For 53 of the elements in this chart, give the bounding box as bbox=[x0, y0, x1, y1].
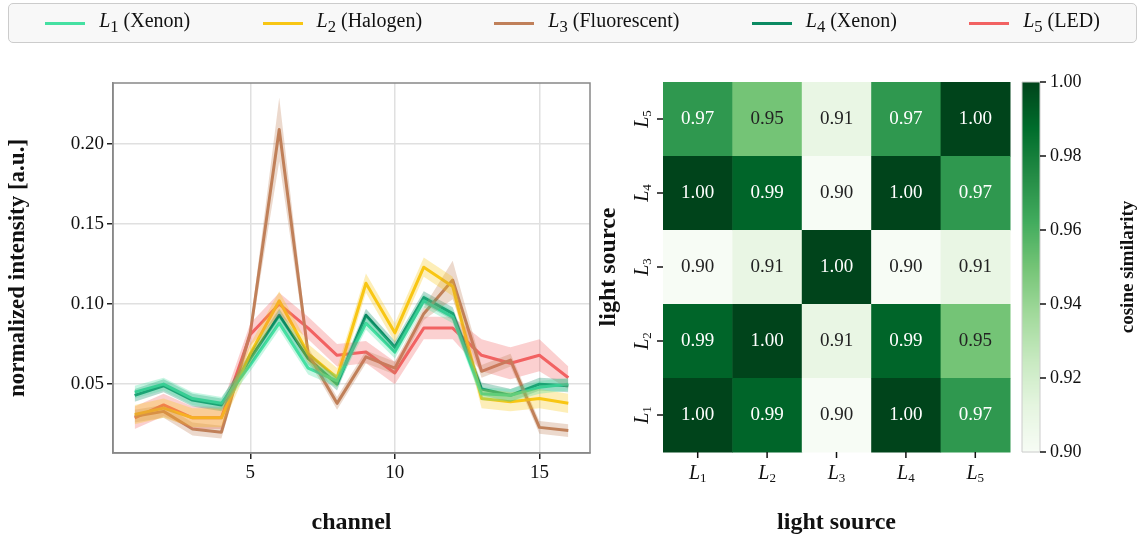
y-tick-label: 0.15 bbox=[70, 211, 104, 233]
data-label: 0.99 bbox=[750, 180, 784, 202]
y-tick-label: 0.05 bbox=[70, 372, 104, 394]
x-axis-title: channel bbox=[311, 507, 392, 534]
x-tick-label: 15 bbox=[529, 461, 549, 483]
color-bar-label: 0.98 bbox=[1050, 144, 1082, 165]
data-label: 0.91 bbox=[750, 254, 784, 276]
data-label: 0.97 bbox=[958, 180, 992, 202]
y-axis-title: normalized intensity [a.u.] bbox=[3, 138, 29, 398]
legend-label: L$_{2}$ (Halogen) bbox=[316, 9, 423, 37]
data-label: 0.95 bbox=[958, 328, 992, 350]
x-axis-title: light source bbox=[777, 507, 897, 534]
y-tick-label: L3 bbox=[630, 258, 655, 277]
y-tick-label: 0.20 bbox=[70, 131, 104, 153]
data-label: 1.00 bbox=[750, 328, 784, 350]
data-label: 0.97 bbox=[958, 402, 992, 424]
data-label: 1.00 bbox=[889, 180, 923, 202]
data-label: 1.00 bbox=[819, 254, 854, 276]
legend-label: L$_{5}$ (LED) bbox=[1023, 9, 1100, 37]
y-tick-label: L2 bbox=[630, 332, 655, 351]
data-label: 0.99 bbox=[750, 402, 784, 424]
color-bar-label: 0.94 bbox=[1050, 292, 1082, 313]
color-bar-label: 0.92 bbox=[1050, 366, 1082, 387]
data-label: 0.95 bbox=[750, 106, 784, 128]
data-label: 0.90 bbox=[819, 180, 854, 202]
y-tick-label: L4 bbox=[630, 183, 655, 203]
data-label: 1.00 bbox=[681, 180, 715, 202]
data-label: 0.90 bbox=[889, 254, 923, 276]
data-label: 1.00 bbox=[889, 402, 923, 424]
data-label: 0.91 bbox=[819, 328, 854, 350]
x-tick-label: 10 bbox=[385, 461, 405, 483]
data-label: 0.99 bbox=[681, 328, 715, 350]
color-bar-label: 1.00 bbox=[1050, 70, 1082, 91]
data-label: 0.91 bbox=[819, 106, 854, 128]
color-bar-label: 0.90 bbox=[1050, 440, 1082, 461]
color-bar-title: cosine similarity bbox=[1115, 200, 1137, 334]
y-axis-title: light source bbox=[593, 207, 620, 327]
x-tick-label: 5 bbox=[245, 461, 256, 483]
data-label: 0.91 bbox=[958, 254, 992, 276]
data-label: 1.00 bbox=[681, 402, 715, 424]
y-tick-label: 0.10 bbox=[70, 292, 104, 314]
legend-label: L$_{4}$ (Xenon) bbox=[805, 9, 897, 37]
data-label: 0.97 bbox=[889, 106, 923, 128]
legend-label: L$_{3}$ (Fluorescent) bbox=[548, 9, 680, 37]
data-label: 0.90 bbox=[681, 254, 715, 276]
y-tick-label: L1 bbox=[630, 406, 655, 425]
data-label: 0.97 bbox=[681, 106, 715, 128]
y-tick-label: L5 bbox=[630, 110, 655, 129]
legend-label: L$_{1}$ (Xenon) bbox=[99, 9, 191, 37]
data-label: 0.90 bbox=[819, 402, 854, 424]
data-label: 1.00 bbox=[958, 106, 992, 128]
data-label: 0.99 bbox=[889, 328, 923, 350]
color-bar-label: 0.96 bbox=[1050, 218, 1082, 239]
